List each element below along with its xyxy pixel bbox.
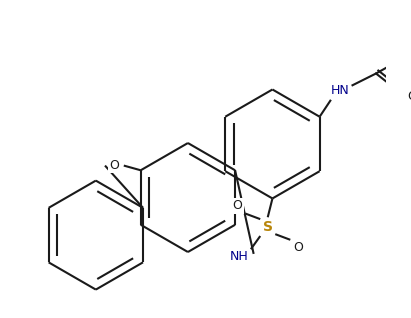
Text: O: O <box>233 199 242 212</box>
Text: O: O <box>109 159 119 172</box>
Text: O: O <box>293 241 303 254</box>
Text: HN: HN <box>331 84 350 97</box>
Text: NH: NH <box>230 250 249 263</box>
Text: O: O <box>407 91 411 103</box>
Text: S: S <box>263 220 273 234</box>
